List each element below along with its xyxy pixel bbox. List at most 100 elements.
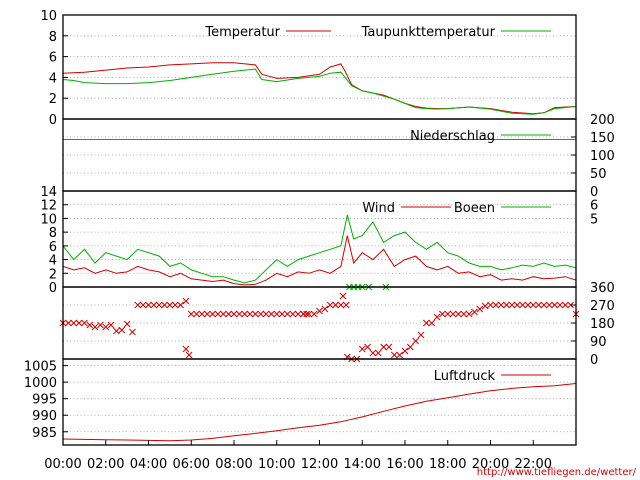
- marker-stroke: [492, 301, 500, 309]
- scatter-point: [339, 292, 347, 300]
- y-tick-label: 2: [49, 92, 57, 107]
- marker-stroke: [64, 319, 72, 327]
- frames-layer: [62, 14, 577, 446]
- scatter-point: [529, 301, 537, 309]
- scatter-point: [342, 301, 350, 309]
- marker-stroke: [230, 310, 238, 318]
- scatter-point: [75, 319, 83, 327]
- scatter-point: [145, 301, 152, 309]
- y-tick-label: 14: [40, 185, 57, 200]
- marker-stroke: [364, 343, 371, 351]
- scatter-point: [166, 301, 174, 309]
- y-tick-label: 8: [49, 30, 57, 45]
- scatter-point: [102, 323, 110, 331]
- scatter-point: [303, 310, 311, 318]
- scatter-point: [289, 310, 297, 318]
- scatter-point: [497, 301, 505, 309]
- scatter-point: [187, 310, 195, 318]
- scatter-point: [364, 343, 371, 351]
- y-tick-label: 10: [40, 9, 57, 24]
- marker-stroke: [513, 301, 521, 309]
- scatter-point: [246, 310, 254, 318]
- marker-stroke: [551, 301, 558, 309]
- scatter-point: [337, 301, 345, 309]
- marker-stroke: [561, 301, 569, 309]
- marker-stroke: [423, 319, 430, 327]
- scatter-point: [273, 310, 281, 318]
- y2-tick-label: 0: [590, 185, 598, 200]
- scatter-point: [385, 343, 393, 351]
- scatter-point: [171, 301, 179, 309]
- scatter-point: [508, 301, 516, 309]
- footer-url[interactable]: http://www.tiefliegen.de/wetter/: [477, 467, 637, 478]
- marker-stroke: [177, 301, 184, 309]
- y2-tick-label: 0: [590, 353, 598, 368]
- marker-stroke: [81, 319, 88, 327]
- marker-stroke: [118, 326, 126, 334]
- marker-stroke: [342, 301, 350, 309]
- scatter-point: [433, 313, 441, 321]
- y-tick-label: 10: [40, 212, 57, 227]
- marker-stroke: [406, 343, 414, 351]
- scatter-point: [444, 310, 452, 318]
- y-tick-label: 4: [49, 254, 57, 269]
- y2-tick-label: 270: [590, 299, 615, 314]
- x-tick-label: 18:00: [429, 457, 466, 472]
- marker-stroke: [390, 351, 398, 359]
- marker-stroke: [102, 323, 110, 331]
- scatter-point: [185, 351, 193, 359]
- scatter-point: [332, 301, 339, 309]
- scatter-point: [423, 319, 430, 327]
- marker-stroke: [268, 310, 275, 318]
- legend-label: Luftdruck: [434, 369, 496, 384]
- scatter-point: [219, 310, 227, 318]
- marker-stroke: [97, 321, 104, 329]
- marker-stroke: [182, 345, 190, 353]
- scatter-point: [310, 310, 318, 318]
- marker-stroke: [310, 310, 318, 318]
- marker-stroke: [476, 305, 484, 313]
- x-tick-label: 02:00: [87, 457, 124, 472]
- marker-stroke: [385, 343, 393, 351]
- x-tick-label: 20:00: [472, 457, 509, 472]
- scatter-point: [524, 301, 532, 309]
- marker-stroke: [252, 310, 259, 318]
- x-tick-label: 08:00: [215, 457, 252, 472]
- scatter-point: [225, 310, 233, 318]
- marker-stroke: [358, 345, 366, 353]
- scatter-point: [198, 310, 206, 318]
- scatter-point: [230, 310, 238, 318]
- scatter-point: [439, 310, 446, 318]
- marker-stroke: [339, 292, 347, 300]
- marker-stroke: [433, 313, 441, 321]
- scatter-point: [380, 343, 387, 351]
- marker-stroke: [294, 310, 302, 318]
- scatter-point: [86, 321, 94, 329]
- marker-stroke: [166, 301, 174, 309]
- scatter-point: [428, 319, 436, 327]
- marker-stroke: [401, 347, 409, 355]
- scatter-point: [535, 301, 542, 309]
- scatter-point: [118, 326, 126, 334]
- marker-stroke: [171, 301, 179, 309]
- marker-stroke: [139, 301, 147, 309]
- scatter-point: [503, 301, 510, 309]
- marker-stroke: [540, 301, 548, 309]
- marker-stroke: [481, 302, 489, 310]
- scatter-point: [134, 301, 142, 309]
- scatter-point: [177, 301, 184, 309]
- scatter-point: [284, 310, 291, 318]
- scatter-point: [326, 301, 334, 309]
- marker-stroke: [529, 301, 537, 309]
- scatter-point: [487, 301, 494, 309]
- legend-label: Boeen: [454, 201, 495, 216]
- marker-stroke: [444, 310, 452, 318]
- y-tick-label: 1000: [24, 376, 57, 391]
- y-tick-label: 12: [40, 199, 57, 214]
- series-line: [62, 62, 577, 115]
- marker-stroke: [487, 301, 494, 309]
- scatter-point: [374, 349, 382, 357]
- scatter-point: [551, 301, 558, 309]
- marker-stroke: [262, 310, 270, 318]
- scatter-point: [358, 345, 366, 353]
